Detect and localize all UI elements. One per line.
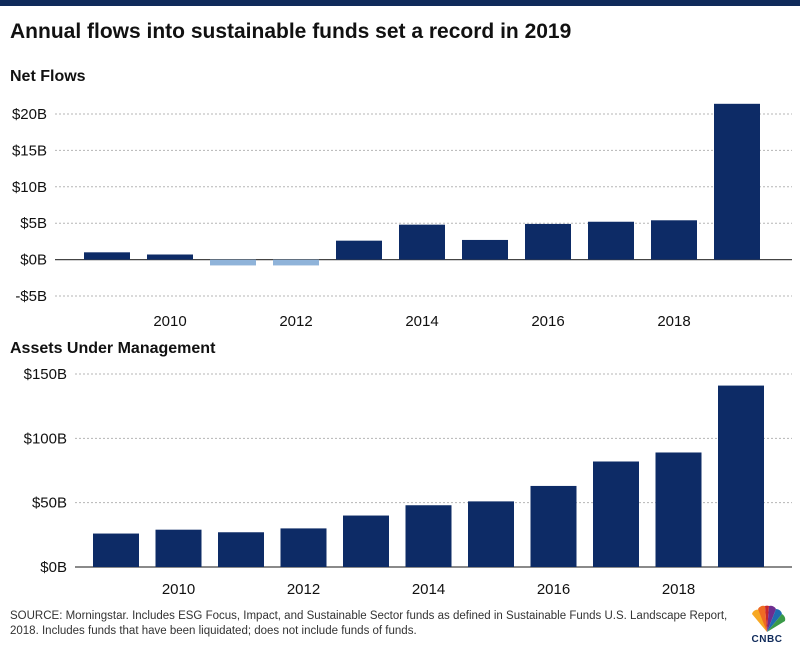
source-note: SOURCE: Morningstar. Includes ESG Focus,… bbox=[10, 610, 728, 637]
bar-2009 bbox=[93, 533, 139, 567]
bar-2010 bbox=[155, 529, 202, 567]
bar-2011 bbox=[210, 259, 256, 266]
x-tick-label: 2010 bbox=[153, 313, 186, 330]
y-tick-label: $50B bbox=[32, 495, 67, 512]
bar-2019 bbox=[714, 103, 760, 260]
bar-2018 bbox=[655, 452, 702, 567]
top-accent-bar bbox=[0, 0, 800, 6]
bar-2017 bbox=[588, 221, 634, 260]
bar-2016 bbox=[525, 223, 571, 260]
y-tick-label: $0B bbox=[20, 252, 47, 269]
bar-2011 bbox=[218, 532, 264, 567]
x-tick-label: 2016 bbox=[537, 581, 570, 598]
bar-2017 bbox=[593, 461, 639, 567]
x-tick-label: 2016 bbox=[531, 313, 564, 330]
y-tick-label: $0B bbox=[40, 559, 67, 576]
bar-2015 bbox=[468, 501, 514, 567]
x-tick-label: 2014 bbox=[412, 581, 445, 598]
bar-2012 bbox=[273, 259, 319, 266]
bar-2013 bbox=[336, 240, 382, 260]
x-tick-label: 2012 bbox=[279, 313, 312, 330]
y-tick-label: -$5B bbox=[15, 288, 47, 305]
x-tick-label: 2012 bbox=[287, 581, 320, 598]
x-tick-label: 2014 bbox=[405, 313, 438, 330]
bar-2014 bbox=[405, 505, 452, 567]
y-tick-label: $150B bbox=[24, 366, 67, 383]
cnbc-logo-text: CNBC bbox=[751, 634, 783, 645]
x-tick-label: 2018 bbox=[657, 313, 690, 330]
bar-2015 bbox=[462, 239, 508, 260]
net-flows-title: Net Flows bbox=[10, 68, 86, 85]
bar-2010 bbox=[147, 254, 193, 260]
bar-2012 bbox=[280, 528, 327, 567]
cnbc-logo: CNBC bbox=[744, 604, 790, 646]
bar-2018 bbox=[651, 220, 697, 260]
y-tick-label: $5B bbox=[20, 215, 47, 232]
bar-2016 bbox=[530, 485, 577, 567]
y-tick-label: $100B bbox=[24, 430, 67, 447]
peacock-icon bbox=[752, 605, 786, 632]
y-tick-label: $10B bbox=[12, 179, 47, 196]
bar-2009 bbox=[84, 252, 130, 260]
y-tick-label: $15B bbox=[12, 142, 47, 159]
net-flows-chart: -$5B $0B $5B $10B $15B $20B 2010 2012 2014 2016 20… bbox=[12, 103, 792, 330]
chart-title: Annual flows into sustainable funds set … bbox=[10, 20, 572, 43]
aum-title: Assets Under Management bbox=[10, 340, 216, 357]
bar-2014 bbox=[399, 224, 445, 260]
bar-2019 bbox=[718, 385, 764, 567]
y-tick-label: $20B bbox=[12, 106, 47, 123]
aum-chart: $0B $50B $100B $150B 2010 2012 2014 2016 2018 bbox=[24, 366, 792, 598]
x-tick-label: 2018 bbox=[662, 581, 695, 598]
x-tick-label: 2010 bbox=[162, 581, 195, 598]
bar-2013 bbox=[343, 515, 389, 567]
